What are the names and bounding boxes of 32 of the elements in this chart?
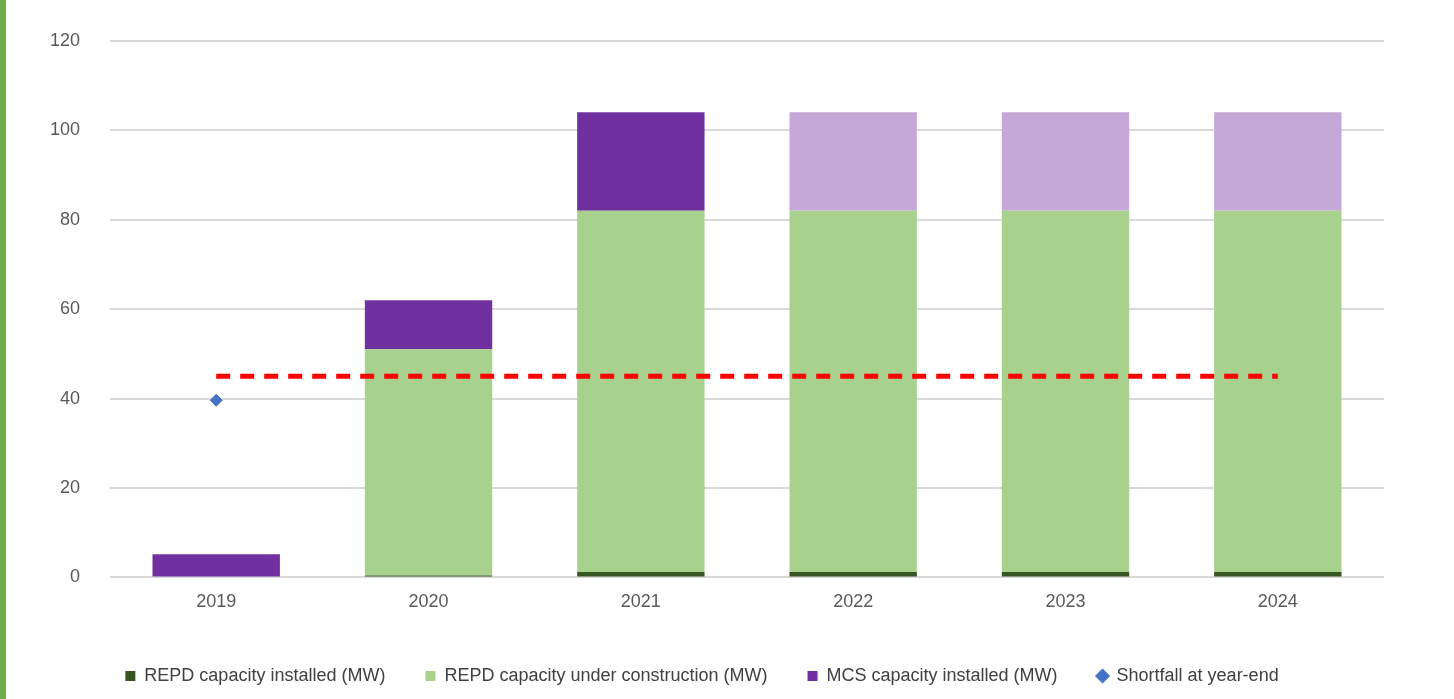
legend-label: Shortfall at year-end <box>1116 664 1279 685</box>
y-tick-label: 100 <box>49 119 81 140</box>
bar <box>1001 572 1130 577</box>
bar <box>577 112 705 211</box>
x-tick-label: 2019 <box>196 591 237 612</box>
bar <box>152 554 280 577</box>
bar <box>1214 572 1342 577</box>
y-tick-label: 40 <box>60 387 81 408</box>
legend-label: REPD capacity installed (MW) <box>144 664 386 685</box>
legend-label: REPD capacity under construction (MW) <box>444 664 768 685</box>
x-tick-label: 2023 <box>1045 591 1086 612</box>
y-tick-label: 60 <box>60 298 81 319</box>
y-tick-label: 120 <box>49 29 81 50</box>
bar <box>1001 112 1130 211</box>
y-tick-label: 20 <box>60 476 81 497</box>
bar <box>789 572 917 577</box>
y-tick-label: 80 <box>60 208 81 229</box>
bar <box>364 349 493 576</box>
bar <box>1214 210 1342 573</box>
bar <box>577 572 705 577</box>
x-tick-label: 2020 <box>408 591 449 612</box>
bar <box>789 210 917 573</box>
bar <box>1001 210 1130 573</box>
x-tick-label: 2024 <box>1257 591 1298 612</box>
bar <box>1214 112 1342 211</box>
x-tick-label: 2022 <box>833 591 874 612</box>
legend-label: MCS capacity installed (MW) <box>826 664 1058 685</box>
bar <box>364 300 493 350</box>
bar <box>577 210 705 573</box>
x-tick-label: 2021 <box>620 591 661 612</box>
bar <box>789 112 917 211</box>
y-tick-label: 0 <box>70 566 81 587</box>
